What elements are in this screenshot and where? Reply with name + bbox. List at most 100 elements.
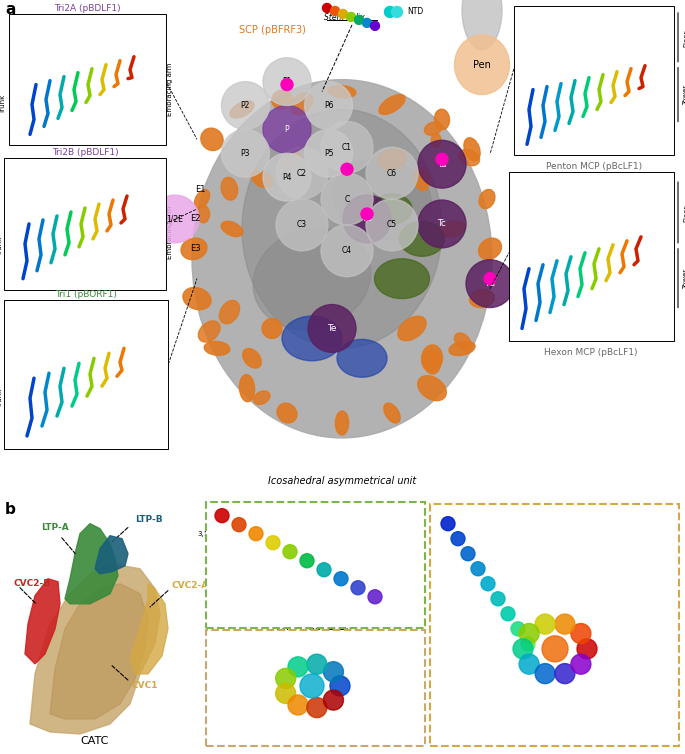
Text: Hexon MCP (pBcLF1): Hexon MCP (pBcLF1) [545, 348, 638, 357]
Text: SCP (pBFRF3): SCP (pBFRF3) [238, 25, 306, 35]
Circle shape [441, 516, 455, 531]
Text: P5: P5 [324, 149, 334, 158]
Circle shape [276, 199, 328, 251]
Text: C': C' [212, 519, 218, 525]
Circle shape [521, 637, 535, 651]
Text: Trunk: Trunk [0, 95, 6, 114]
Text: Embracing arm: Embracing arm [167, 205, 173, 259]
Text: Tri1 (pBORF1): Tri1 (pBORF1) [55, 290, 117, 299]
Ellipse shape [464, 138, 480, 161]
Text: N-anchor: N-anchor [70, 437, 102, 443]
Circle shape [221, 130, 269, 177]
Circle shape [263, 58, 311, 106]
Text: P2: P2 [240, 101, 250, 110]
Circle shape [361, 208, 373, 220]
Ellipse shape [290, 93, 312, 115]
Circle shape [307, 697, 327, 718]
Ellipse shape [282, 150, 301, 169]
Text: P6: P6 [324, 101, 334, 110]
Circle shape [481, 577, 495, 591]
Text: CVC1: CVC1 [132, 682, 158, 691]
Text: Penton MCP (pBcLF1): Penton MCP (pBcLF1) [546, 162, 642, 171]
Polygon shape [25, 579, 60, 664]
Ellipse shape [219, 300, 240, 323]
Circle shape [371, 21, 379, 30]
Ellipse shape [204, 342, 229, 355]
Circle shape [519, 654, 539, 674]
Ellipse shape [454, 333, 471, 349]
Text: LTP-B: LTP-B [135, 515, 162, 524]
Circle shape [281, 78, 293, 90]
Text: N': N' [318, 729, 325, 735]
Circle shape [288, 657, 308, 677]
Polygon shape [65, 524, 118, 604]
Text: third wheel: third wheel [66, 312, 105, 318]
Ellipse shape [449, 341, 475, 356]
Ellipse shape [183, 287, 211, 310]
FancyBboxPatch shape [9, 14, 166, 146]
Ellipse shape [479, 189, 495, 209]
Polygon shape [50, 584, 148, 719]
FancyBboxPatch shape [206, 630, 425, 746]
Ellipse shape [221, 221, 242, 237]
Text: C: C [345, 195, 349, 204]
Text: E3: E3 [190, 244, 201, 253]
Text: CVC1 (pBGLF1): CVC1 (pBGLF1) [275, 732, 349, 742]
FancyBboxPatch shape [206, 501, 425, 628]
Text: Tri2A (pBDLF1): Tri2A (pBDLF1) [53, 4, 121, 13]
Text: Te: Te [327, 324, 337, 333]
Circle shape [283, 544, 297, 559]
Circle shape [461, 547, 475, 561]
Ellipse shape [253, 391, 270, 404]
Circle shape [321, 173, 373, 225]
Ellipse shape [379, 94, 405, 115]
Circle shape [343, 195, 391, 243]
Ellipse shape [459, 149, 480, 166]
Text: C4: C4 [342, 247, 352, 256]
Ellipse shape [328, 85, 356, 98]
Circle shape [341, 163, 353, 175]
Circle shape [355, 15, 364, 24]
Ellipse shape [195, 190, 210, 208]
Text: CATC: CATC [81, 736, 109, 746]
Ellipse shape [251, 170, 273, 188]
Text: Trunk: Trunk [0, 388, 3, 408]
Circle shape [535, 614, 555, 634]
Text: 1: 1 [292, 733, 297, 739]
Text: 3,149: 3,149 [198, 531, 218, 537]
Text: Clamp: Clamp [74, 280, 96, 287]
FancyBboxPatch shape [430, 504, 679, 746]
Circle shape [232, 518, 246, 532]
Ellipse shape [421, 345, 443, 372]
Circle shape [384, 7, 395, 17]
Circle shape [307, 654, 327, 674]
Circle shape [323, 4, 332, 13]
Polygon shape [30, 564, 160, 734]
Text: N': N' [393, 611, 400, 617]
Text: 3,113: 3,113 [393, 602, 413, 608]
Text: P: P [285, 125, 289, 134]
Text: N': N' [462, 739, 469, 745]
Ellipse shape [431, 133, 441, 147]
Ellipse shape [384, 403, 400, 423]
Ellipse shape [242, 348, 262, 368]
Text: Icosahedral asymmetrical unit: Icosahedral asymmetrical unit [268, 476, 416, 486]
Text: C1: C1 [342, 143, 352, 152]
Text: P1: P1 [282, 77, 292, 86]
Ellipse shape [197, 205, 210, 223]
Text: 1/2E: 1/2E [166, 214, 184, 223]
Text: Pen: Pen [473, 60, 491, 69]
Circle shape [491, 592, 505, 605]
Text: Td: Td [484, 279, 495, 288]
Circle shape [466, 260, 514, 308]
Circle shape [511, 622, 525, 636]
Ellipse shape [423, 349, 440, 374]
Ellipse shape [336, 411, 349, 435]
Ellipse shape [455, 35, 510, 94]
Circle shape [330, 676, 350, 696]
Ellipse shape [414, 168, 429, 191]
Text: CVC2-B: CVC2-B [14, 579, 51, 588]
Circle shape [321, 121, 373, 173]
Ellipse shape [262, 318, 282, 339]
Circle shape [451, 532, 465, 546]
